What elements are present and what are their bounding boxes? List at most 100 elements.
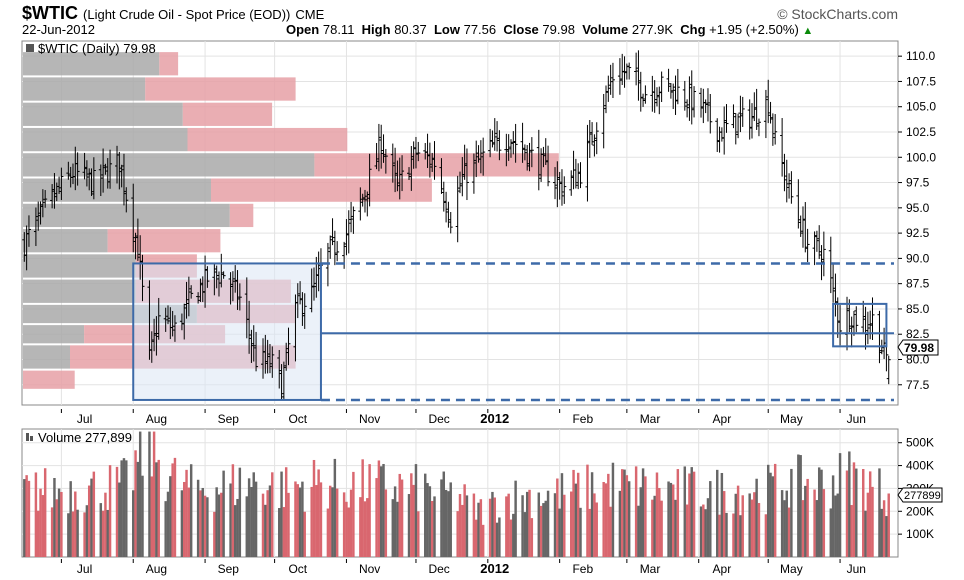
volume-bar-up xyxy=(310,486,313,557)
date-axis-label: Mar xyxy=(640,562,661,576)
exchange: CME xyxy=(295,7,325,22)
volume-bar-up xyxy=(150,476,154,557)
volume-bar-up xyxy=(595,502,598,557)
volume-bar-up xyxy=(347,507,350,557)
volume-bar-down xyxy=(512,513,515,557)
volume-bar-down xyxy=(848,451,851,557)
volume-bar-up xyxy=(361,459,364,557)
volume-bar-up xyxy=(607,473,610,557)
volume-bar-up xyxy=(572,469,575,557)
volume-bar-up xyxy=(586,464,589,557)
date-axis-label: May xyxy=(780,412,803,426)
volume-bar-down xyxy=(382,463,385,557)
volume-bar-up xyxy=(576,472,580,557)
vbp-up-bar xyxy=(314,153,559,177)
volume-bar-up xyxy=(887,493,890,557)
date-axis-label: Dec xyxy=(428,562,449,576)
volume-bar-down xyxy=(748,493,751,557)
volume-bar-up xyxy=(505,496,508,557)
volume-bar-up xyxy=(718,514,721,557)
chg-value: +1.95 (+2.50%) xyxy=(709,22,799,37)
volume-bar-up xyxy=(787,507,791,557)
brand: © StockCharts.com xyxy=(777,6,898,22)
volume-bar-up xyxy=(315,485,318,557)
volume-bar-up xyxy=(342,492,346,557)
volume-bar-down xyxy=(623,469,626,557)
date-axis-label: Feb xyxy=(572,412,593,426)
volume-bar-up xyxy=(87,485,91,557)
volume-bar-up xyxy=(882,500,886,557)
volume-bar-down xyxy=(797,454,800,557)
support-resistance-annotations xyxy=(132,262,894,402)
date-axis-label: Sep xyxy=(218,562,240,576)
volume-bar-down xyxy=(407,494,411,557)
price-legend-text: $WTIC (Daily) 79.98 xyxy=(38,41,156,56)
volume-bar-down xyxy=(477,502,480,557)
date-axis-label: Oct xyxy=(288,562,307,576)
volume-bar-up xyxy=(157,459,160,557)
vbp-down-bar xyxy=(23,229,108,253)
volume-bar-up xyxy=(474,519,478,557)
volume-bar-up xyxy=(620,469,624,557)
volume-bar-up xyxy=(108,465,112,557)
volume-bar-up xyxy=(658,488,661,557)
volume-bar-down xyxy=(880,508,884,557)
date-axis-label: Jun xyxy=(847,412,866,426)
date-axis-label: Nov xyxy=(359,562,380,576)
volume-bar-up xyxy=(660,500,663,557)
volume-bar-up xyxy=(871,486,874,557)
vbp-up-bar xyxy=(145,77,296,101)
volume-icon xyxy=(26,433,29,441)
volume-bar-up xyxy=(722,491,726,557)
volume-bar-up xyxy=(41,495,45,557)
vbp-up-bar xyxy=(187,127,348,152)
volume-bar-down xyxy=(76,509,79,557)
volume-bar-up xyxy=(284,467,288,557)
volume-bar-up xyxy=(213,511,216,557)
volume-bar-up xyxy=(732,513,735,557)
volume-bar-down xyxy=(166,491,170,557)
volume-bar-down xyxy=(99,503,103,557)
volume-bar-up xyxy=(493,497,496,557)
volume-axis: 100K200K300K400K500K xyxy=(898,436,934,541)
volume-bar-up xyxy=(345,501,348,557)
symbol-title: $WTIC (Light Crude Oil - Spot Price (EOD… xyxy=(22,3,324,24)
volume-bar-down xyxy=(222,470,225,557)
volume-bar-down xyxy=(739,515,742,557)
vbp-up-bar xyxy=(182,102,273,126)
volume-bar-down xyxy=(206,497,209,557)
volume-bar-up xyxy=(412,484,415,557)
volume-bar-up xyxy=(801,500,805,557)
volume-bar-down xyxy=(69,481,72,557)
volume-bar-down xyxy=(521,495,524,557)
price-axis-label: 80.0 xyxy=(906,353,930,367)
volume-bar-down xyxy=(639,487,642,557)
volume-bar-down xyxy=(674,499,677,557)
volume-bar-down xyxy=(85,505,89,557)
volume-bar-down xyxy=(864,510,867,557)
volume-bar-up xyxy=(602,481,605,557)
volume-bar-down xyxy=(716,469,719,557)
volume-bar-up xyxy=(852,462,856,557)
vbp-down-bar xyxy=(23,77,146,101)
volume-bar-up xyxy=(461,504,464,557)
volume-bar-up xyxy=(287,492,290,557)
vbp-down-bar xyxy=(23,345,70,369)
volume-bar-down xyxy=(217,494,221,557)
volume-legend-text: Volume 277,899 xyxy=(38,430,132,445)
volume-bar-up xyxy=(359,497,362,557)
date-axis-label: Jul xyxy=(77,562,92,576)
vbp-down-bar xyxy=(23,102,183,126)
volume-bar-down xyxy=(834,495,837,557)
volume-bar-down xyxy=(233,505,237,557)
date-axis-label: Jul xyxy=(77,412,92,426)
volume-bar-down xyxy=(120,460,123,557)
volume-bar-down xyxy=(820,469,823,557)
volume-bar-down xyxy=(704,509,707,557)
date: 22-Jun-2012 xyxy=(22,22,95,37)
volume-bar-up xyxy=(593,493,596,557)
volume-bar-up xyxy=(850,505,853,557)
volume-bar-down xyxy=(442,471,446,557)
volume-bar-down xyxy=(817,467,821,557)
volume-bar-down xyxy=(118,482,121,557)
